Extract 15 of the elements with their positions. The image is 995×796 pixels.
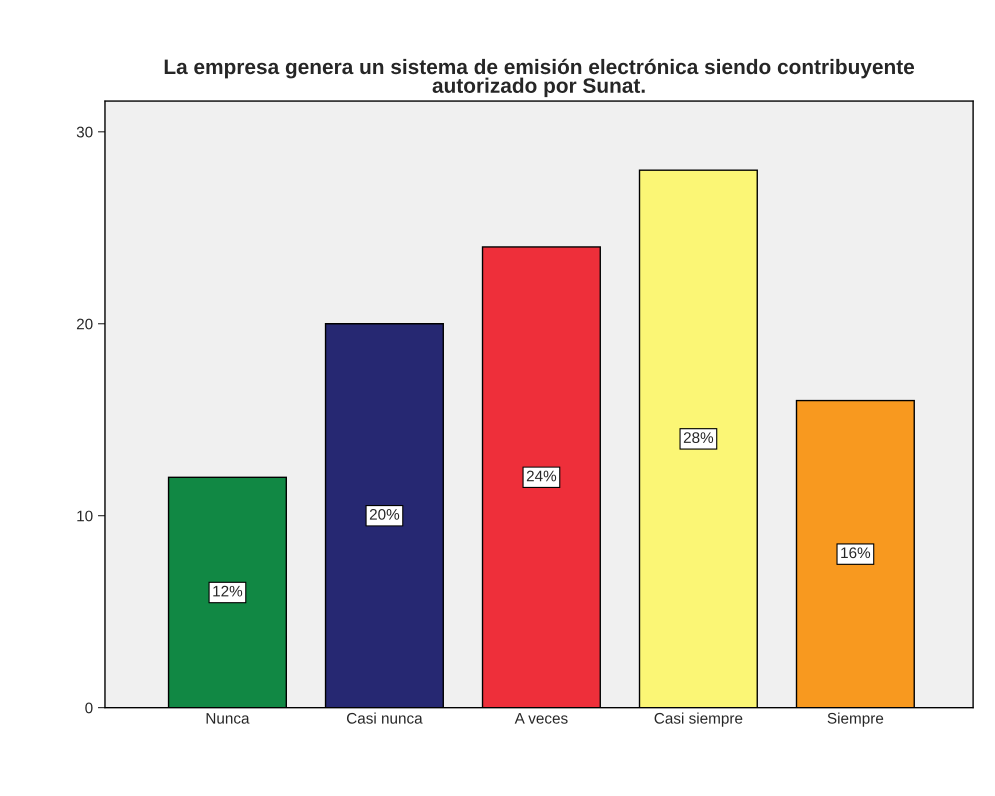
y-tick-label: 0 xyxy=(85,702,93,714)
x-tick-label: A veces xyxy=(514,713,568,724)
y-tick-label: 30 xyxy=(76,126,93,138)
data-label: 20% xyxy=(370,508,400,520)
data-label: 24% xyxy=(526,470,556,482)
data-label: 28% xyxy=(684,432,714,444)
chart-title: La empresa genera un sistema de emisión electrónica siendo contribuyente autorizado por Sunat. xyxy=(164,58,914,98)
data-label: 16% xyxy=(841,547,870,558)
y-tick-label: 10 xyxy=(77,510,93,522)
x-tick-label: Casi nunca xyxy=(346,712,423,724)
x-tick-label: Nunca xyxy=(206,713,250,724)
data-label: 12% xyxy=(213,586,242,597)
y-tick-label: 20 xyxy=(76,318,93,330)
x-tick-label: Casi siempre xyxy=(654,712,742,727)
x-tick-label: Siempre xyxy=(828,712,884,727)
